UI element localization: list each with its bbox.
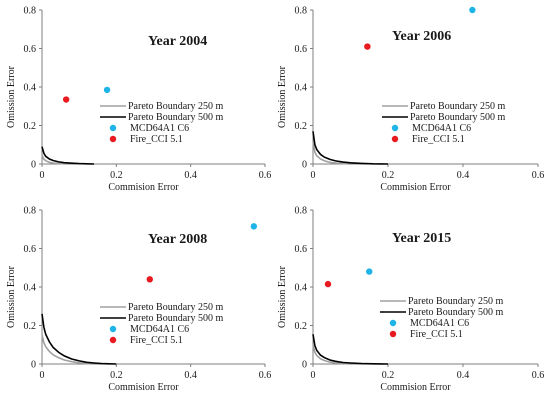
point-mcd64a1 (366, 268, 373, 275)
legend-label: MCD64A1 C6 (412, 123, 471, 134)
legend-swatch (389, 319, 397, 327)
y-tick-label: 0.2 (24, 121, 37, 132)
x-tick-label: 0.6 (259, 170, 272, 181)
panel-title: Year 2008 (148, 232, 207, 247)
y-tick-label: 0.8 (24, 206, 37, 217)
y-tick-label: 0.8 (295, 6, 308, 17)
legend-label: Pareto Boundary 500 m (410, 112, 505, 123)
x-axis-title: Commision Error (380, 382, 451, 393)
y-tick-label: 0 (302, 160, 307, 171)
series-line-pareto-500m (41, 313, 117, 365)
point-fire-cci (364, 43, 371, 50)
legend-label: Pareto Boundary 250 m (408, 296, 503, 307)
y-axis-title: Omission Error (6, 265, 17, 328)
panel-1: 0 0.2 0.4 0.6 0 0.2 0.4 0.6 0.8 Commision Error Om… (6, 6, 271, 194)
panel-2: 0 0.2 0.4 0.6 0 0.2 0.4 0.6 0.8 Commision Error Om… (277, 6, 544, 194)
legend-label: Pareto Boundary 500 m (128, 112, 223, 123)
x-axis-title: Commision Error (380, 182, 451, 193)
y-tick-label: 0.2 (295, 121, 308, 132)
y-tick-label: 0.8 (295, 206, 308, 217)
legend-swatch (109, 135, 117, 143)
x-tick-label: 0.2 (382, 170, 395, 181)
legend-label: Pareto Boundary 500 m (128, 313, 223, 324)
y-tick-label: 0.8 (24, 6, 37, 17)
y-axis-title: Omission Error (277, 265, 288, 328)
y-tick-label: 0.6 (24, 244, 37, 255)
y-tick-label: 0 (31, 160, 36, 171)
y-tick-label: 0.6 (295, 44, 308, 55)
x-axis-title: Commision Error (108, 182, 179, 193)
x-tick-label: 0.2 (110, 170, 123, 181)
x-axis-title: Commision Error (108, 382, 179, 393)
y-tick-label: 0.6 (24, 44, 37, 55)
x-tick-label: 0 (40, 170, 45, 181)
series-line-pareto-250m (41, 154, 72, 165)
legend-label: MCD64A1 C6 (410, 318, 469, 329)
series-line-pareto-500m (312, 131, 389, 165)
legend-label: Pareto Boundary 250 m (410, 101, 505, 112)
y-tick-label: 0.4 (24, 283, 37, 294)
panel-title: Year 2004 (148, 34, 207, 49)
y-tick-label: 0.6 (295, 244, 308, 255)
x-tick-label: 0.4 (457, 170, 470, 181)
y-tick-label: 0.4 (295, 83, 308, 94)
panel-3: 0 0.2 0.4 0.6 0 0.2 0.4 0.6 0.8 Commision Error Om… (6, 206, 271, 394)
legend-label: Pareto Boundary 250 m (128, 101, 223, 112)
legend-swatch (389, 330, 397, 338)
legend-swatch (391, 124, 399, 132)
x-tick-label: 0.6 (532, 170, 545, 181)
series-line-pareto-250m (41, 334, 95, 365)
x-tick-label: 0 (311, 170, 316, 181)
series-line-pareto-500m (41, 146, 95, 165)
series-line-pareto-250m (312, 140, 351, 165)
legend-label: Fire_CCI 5.1 (410, 329, 463, 340)
legend-label: Fire_CCI 5.1 (130, 134, 183, 145)
legend-swatch (109, 336, 117, 344)
x-tick-label: 0 (311, 370, 316, 381)
panel-4: 0 0.2 0.4 0.6 0 0.2 0.4 0.6 0.8 Commision Error Om… (277, 206, 544, 394)
y-tick-label: 0.2 (24, 321, 37, 332)
x-tick-label: 0.4 (184, 170, 197, 181)
x-tick-label: 0 (40, 370, 45, 381)
panel-title: Year 2006 (392, 29, 451, 44)
y-axis-title: Omission Error (277, 65, 288, 128)
y-axis-title: Omission Error (6, 65, 17, 128)
point-fire-cci (146, 276, 153, 283)
x-tick-label: 0.6 (532, 370, 545, 381)
point-fire-cci (324, 280, 332, 288)
legend-label: Fire_CCI 5.1 (130, 335, 183, 346)
x-tick-label: 0.4 (184, 370, 197, 381)
legend-swatch (109, 124, 117, 132)
x-tick-label: 0.2 (382, 370, 395, 381)
point-mcd64a1 (250, 223, 258, 230)
legend-swatch (391, 135, 399, 143)
legend-label: MCD64A1 C6 (130, 123, 189, 134)
legend-label: Fire_CCI 5.1 (412, 134, 465, 145)
y-tick-label: 0.4 (295, 283, 308, 294)
y-tick-label: 0 (302, 360, 307, 371)
point-mcd64a1 (103, 86, 111, 94)
point-fire-cci (62, 96, 70, 103)
series-line-pareto-500m (312, 334, 389, 365)
legend-swatch (109, 325, 117, 333)
legend-label: Pareto Boundary 250 m (128, 302, 223, 313)
y-tick-label: 0 (31, 360, 36, 371)
legend-label: MCD64A1 C6 (130, 324, 189, 335)
y-tick-label: 0.2 (295, 321, 308, 332)
y-tick-label: 0.4 (24, 83, 37, 94)
series-line-pareto-250m (312, 344, 351, 365)
x-tick-label: 0.4 (457, 370, 470, 381)
legend-label: Pareto Boundary 500 m (408, 307, 503, 318)
point-mcd64a1 (469, 6, 476, 14)
x-tick-label: 0.6 (259, 370, 272, 381)
x-tick-label: 0.2 (110, 370, 123, 381)
panel-title: Year 2015 (392, 231, 451, 246)
